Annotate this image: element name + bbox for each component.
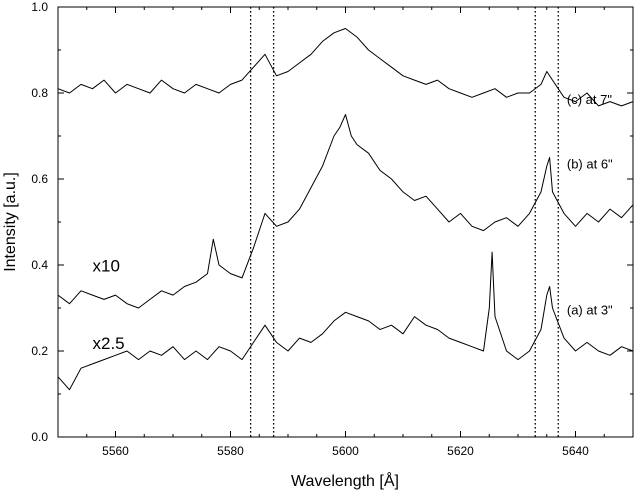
- annotation-label: x10: [93, 256, 120, 275]
- y-tick-label: 1.0: [31, 0, 48, 14]
- x-tick-label: 5580: [217, 444, 244, 458]
- y-tick-label: 0.2: [31, 344, 48, 358]
- y-axis-title: Intensity [a.u.]: [2, 172, 19, 272]
- axes: 5560 5580 5600 5620 5640 0.0 0.2 0.4 0.6 0.8 1.0: [31, 0, 634, 458]
- series-label: (a) at 3": [567, 302, 613, 317]
- y-tick-label: 0.0: [31, 430, 48, 444]
- series-line: [57, 114, 634, 309]
- x-tick-label: 5560: [102, 444, 129, 458]
- x-axis-title: Wavelength [Å]: [291, 471, 399, 490]
- series-label: (c) at 7": [567, 92, 612, 107]
- y-tick-label: 0.4: [31, 258, 48, 272]
- annotation-label: x2.5: [93, 334, 125, 353]
- series-line: [57, 251, 634, 391]
- x-tick-label: 5640: [562, 444, 589, 458]
- x-tick-label: 5620: [447, 444, 474, 458]
- series-label: (b) at 6": [567, 156, 613, 171]
- plot-area: (a) at 3" (b) at 6" (c) at 7" x10 x2.5: [57, 7, 634, 437]
- series-line: [57, 28, 634, 107]
- x-tick-label: 5600: [332, 444, 359, 458]
- y-tick-label: 0.8: [31, 86, 48, 100]
- y-tick-label: 0.6: [31, 172, 48, 186]
